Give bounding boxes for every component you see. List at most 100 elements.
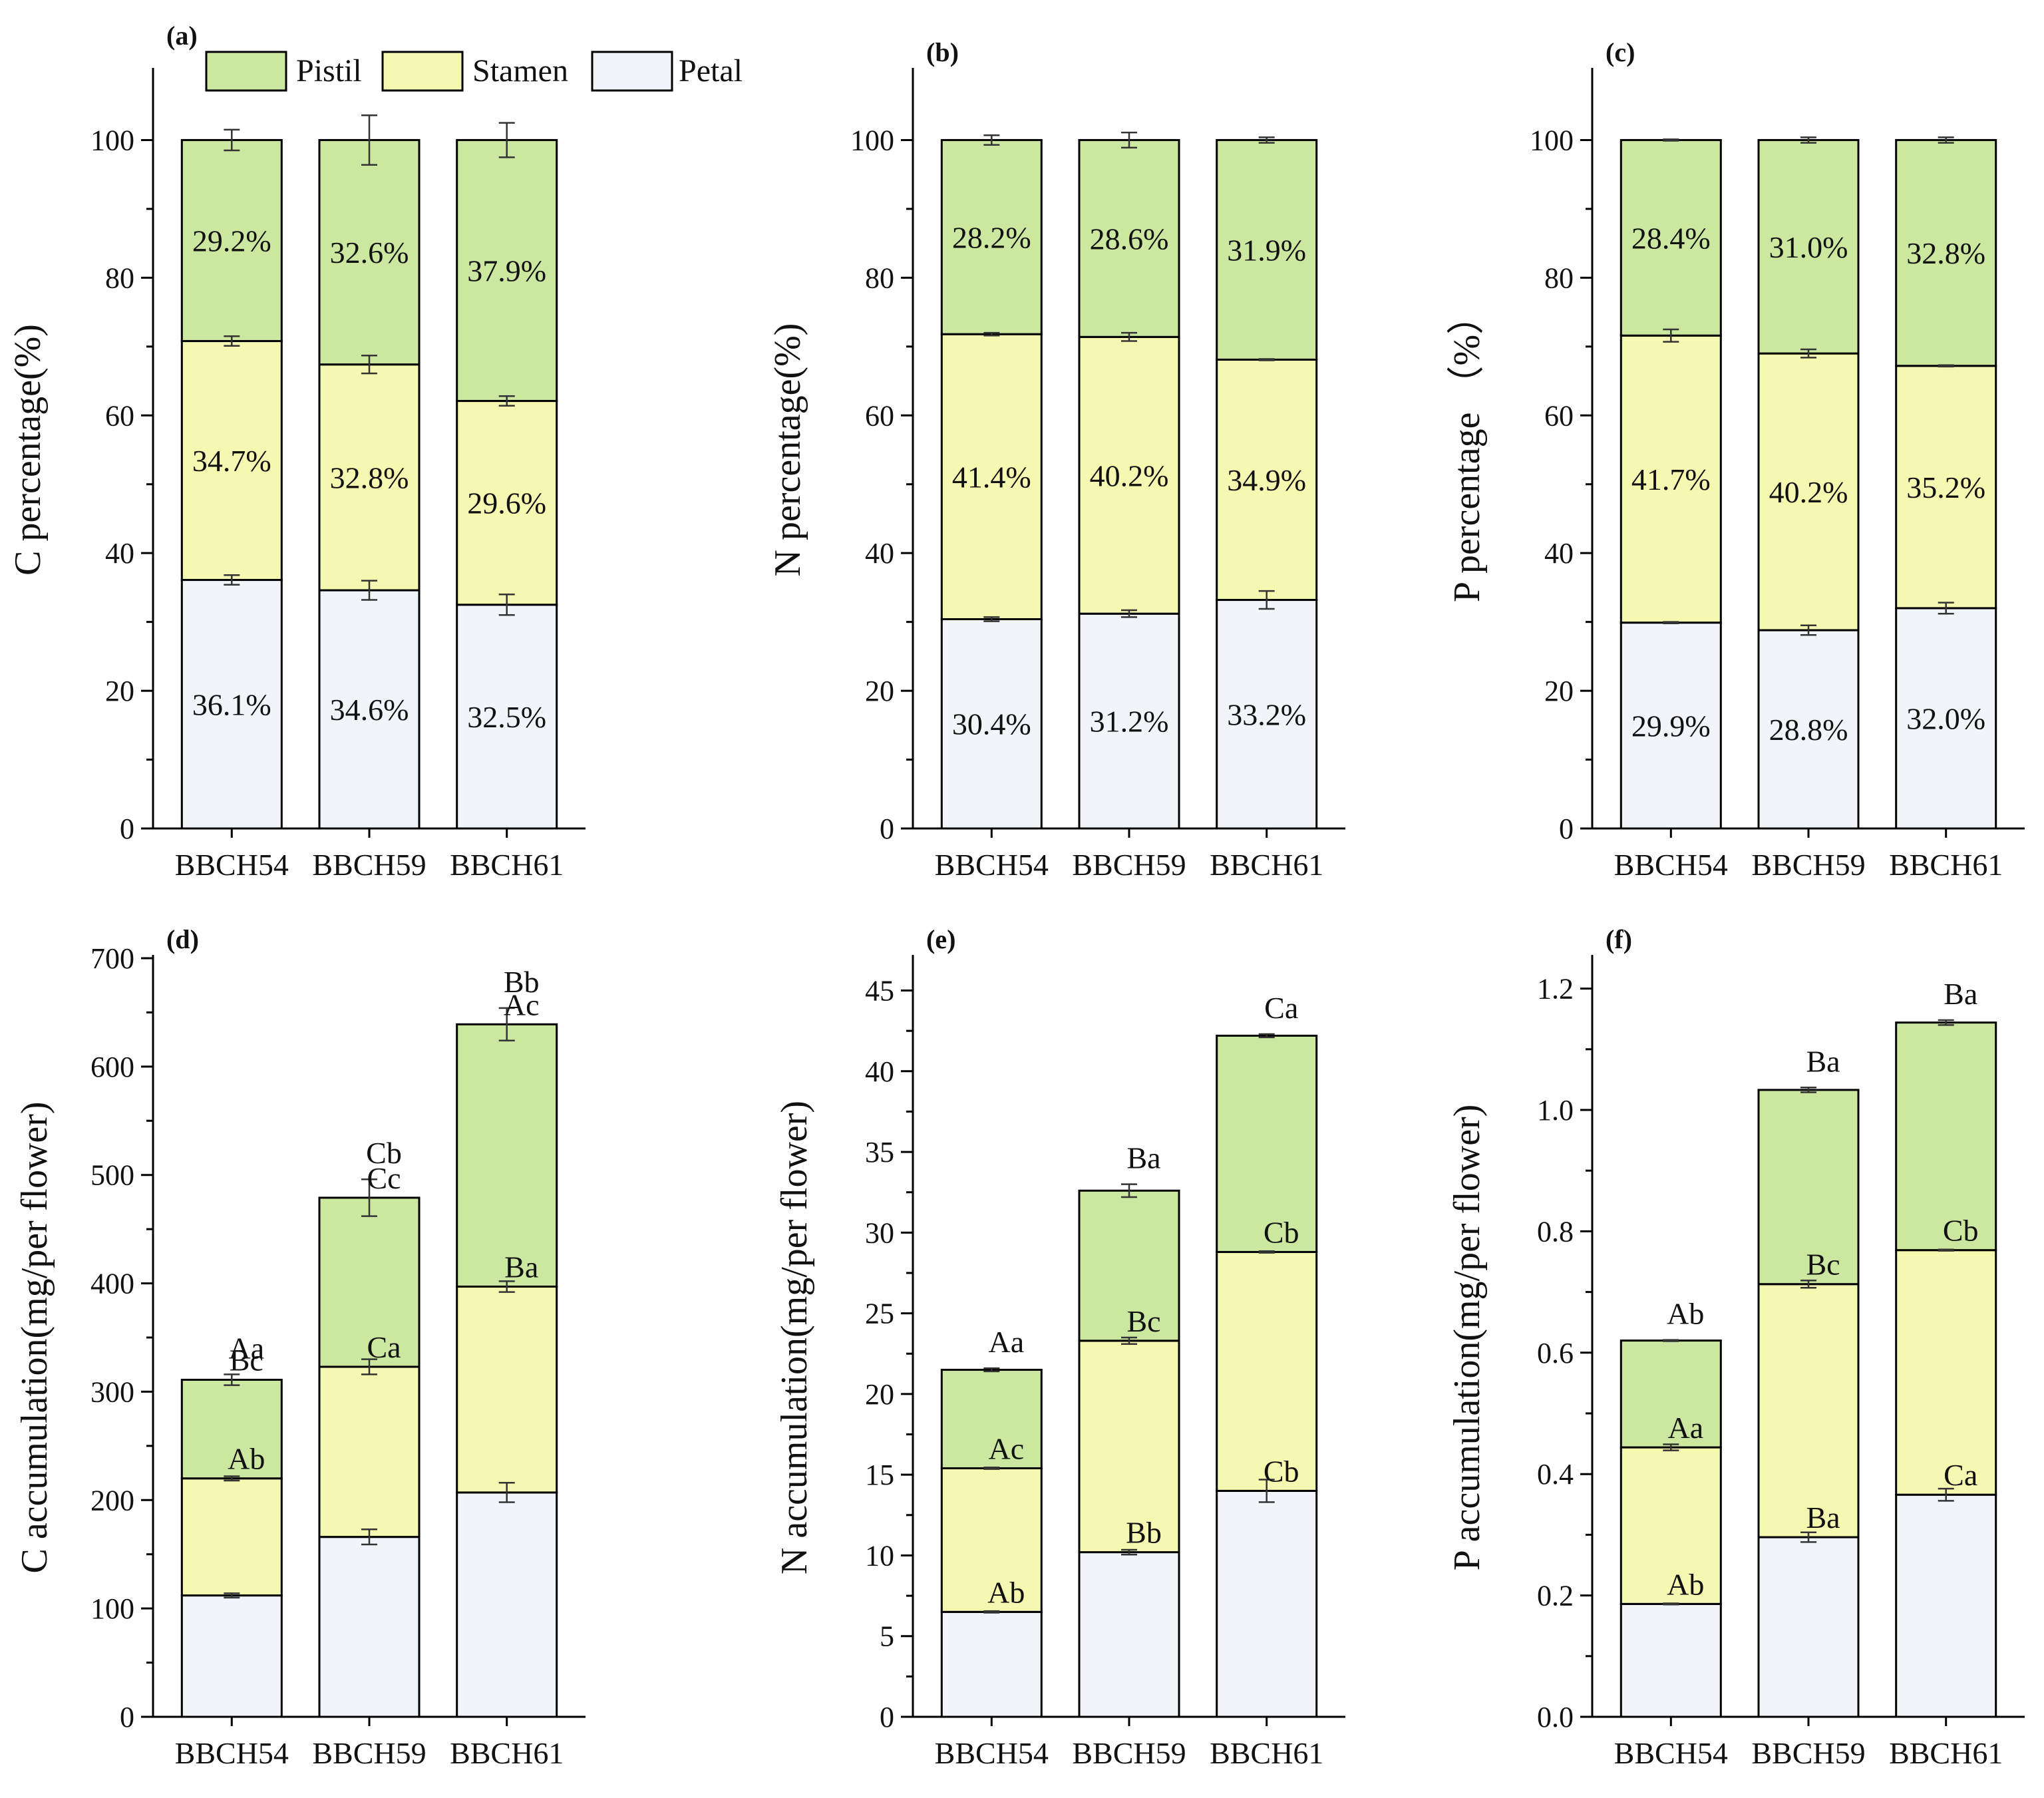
x-tick-label: BBCH54 <box>935 1736 1049 1770</box>
y-tick-label: 25 <box>865 1298 894 1330</box>
segment-data-label: 31.2% <box>1090 705 1169 739</box>
bar-segment-stamen <box>1619 1446 1722 1605</box>
bar-segment-stamen <box>1078 335 1180 615</box>
chart-panel-f: 0.0 0.2 0.4 0.6 0.8 1.0 1.2 P accumulation(mg/p… <box>1447 924 2025 1770</box>
segment-significance-label: Ba <box>504 1250 538 1284</box>
y-tick-label: 400 <box>90 1268 134 1300</box>
x-tick-label: BBCH54 <box>175 1736 289 1770</box>
y-tick-label: 40 <box>1544 537 1574 570</box>
segment-significance-label: Cb <box>1943 1214 1979 1248</box>
legend: Pistil Stamen Petal <box>205 51 743 92</box>
y-tick-label: 100 <box>90 1592 134 1625</box>
bar-segment-petal <box>318 1536 421 1718</box>
total-significance-label: Ba <box>1944 977 1977 1011</box>
segment-significance-label: Ac <box>988 1431 1024 1465</box>
y-tick-label: 0.8 <box>1537 1215 1574 1248</box>
y-axis-title: P accumulation(mg/per flower) <box>1447 1105 1488 1571</box>
y-tick-label: 700 <box>90 942 134 975</box>
y-tick-label: 20 <box>865 675 894 707</box>
bar-segment-petal <box>1619 1602 1722 1718</box>
y-axis-title: C accumulation(mg/per flower) <box>14 1101 55 1573</box>
segment-data-label: 33.2% <box>1227 697 1306 731</box>
segment-data-label: 32.8% <box>1906 236 1985 270</box>
total-significance-label: Aa <box>228 1331 264 1365</box>
total-significance-label: Aa <box>988 1325 1024 1359</box>
segment-significance-label: Ab <box>1667 1567 1704 1601</box>
bar-segment-petal <box>1078 1551 1180 1718</box>
bar-segment-pistil <box>1078 1189 1180 1342</box>
bar-segment-stamen <box>1757 1283 1860 1538</box>
segment-data-label: 28.8% <box>1769 713 1848 747</box>
bar-segment-petal <box>1895 607 1997 830</box>
legend-swatch-pistil <box>205 51 287 92</box>
panel-label: (f) <box>1606 924 1632 954</box>
bar-segment-pistil <box>1216 138 1318 361</box>
y-tick-label: 600 <box>90 1051 134 1083</box>
bar-segment-petal <box>1216 599 1318 830</box>
segment-significance-label: Ca <box>1944 1458 1977 1492</box>
legend-label-pistil: Pistil <box>296 53 362 89</box>
x-tick-label: BBCH59 <box>312 1736 426 1770</box>
bar-segment-petal <box>1619 622 1722 830</box>
y-tick-label: 20 <box>105 675 134 707</box>
y-tick-label: 10 <box>865 1539 894 1572</box>
segment-significance-label: Ac <box>504 988 540 1021</box>
segment-data-label: 32.6% <box>330 236 409 270</box>
y-axis-title: N accumulation(mg/per flower) <box>774 1101 815 1574</box>
y-tick-label: 80 <box>1544 262 1574 294</box>
bar-segment-petal <box>940 618 1043 830</box>
segment-data-label: 37.9% <box>467 254 546 288</box>
y-tick-label: 60 <box>865 399 894 432</box>
x-tick-label: BBCH61 <box>450 1736 564 1770</box>
x-tick-label: BBCH54 <box>1614 848 1728 882</box>
y-tick-label: 0 <box>120 812 134 845</box>
y-tick-label: 1.0 <box>1537 1094 1574 1127</box>
bar-segment-petal <box>940 1610 1043 1718</box>
chart-panel-d: 0 100 200 300 400 500 600 700 C accumulation(mg/… <box>14 924 586 1770</box>
bar-segment-stamen <box>940 1467 1043 1613</box>
total-significance-label: Ba <box>1126 1141 1160 1175</box>
chart-panel-b: 0 20 40 60 80 100 N percentage(%) (b) BBCH54 30.4… <box>767 37 1345 882</box>
segment-significance-label: Bb <box>1126 1516 1162 1550</box>
bar-segment-pistil <box>1216 1034 1318 1253</box>
x-tick-label: BBCH61 <box>1889 1736 2003 1770</box>
x-tick-label: BBCH59 <box>1072 848 1186 882</box>
x-tick-label: BBCH54 <box>1614 1736 1728 1770</box>
bar-segment-pistil <box>940 1369 1043 1469</box>
segment-data-label: 28.4% <box>1631 221 1711 255</box>
x-tick-label: BBCH61 <box>450 848 564 882</box>
segment-data-label: 31.0% <box>1769 230 1848 264</box>
panel-label: (a) <box>166 21 198 51</box>
y-tick-label: 40 <box>865 537 894 570</box>
x-tick-label: BBCH59 <box>1072 1736 1186 1770</box>
bar-segment-stamen <box>1216 358 1318 602</box>
y-axis-title: N percentage(%) <box>767 323 808 577</box>
bar-segment-pistil <box>940 138 1043 335</box>
bar-segment-petal <box>1216 1489 1318 1718</box>
bar-segment-stamen <box>180 1477 283 1597</box>
y-tick-label: 1.2 <box>1537 973 1574 1005</box>
panel-label: (c) <box>1606 37 1635 67</box>
bar-segment-stamen <box>456 1285 558 1494</box>
total-significance-label: Ba <box>1806 1044 1840 1078</box>
bar-segment-stamen <box>1757 352 1860 631</box>
y-tick-label: 40 <box>105 537 134 570</box>
segment-significance-label: Ab <box>228 1442 265 1476</box>
bar-segment-petal <box>1895 1493 1997 1718</box>
segment-data-label: 32.0% <box>1906 701 1985 735</box>
y-tick-label: 100 <box>850 124 894 156</box>
y-tick-label: 40 <box>865 1055 894 1088</box>
y-tick-label: 0.4 <box>1537 1458 1574 1491</box>
x-tick-label: BBCH61 <box>1210 848 1323 882</box>
segment-significance-label: Aa <box>1667 1411 1703 1445</box>
y-tick-label: 100 <box>1530 124 1574 156</box>
y-tick-label: 20 <box>1544 675 1574 707</box>
segment-data-label: 41.7% <box>1631 462 1711 496</box>
y-tick-label: 0.2 <box>1537 1580 1574 1612</box>
bar-segment-pistil <box>1757 1089 1860 1286</box>
segment-data-label: 30.4% <box>952 707 1031 741</box>
bar-segment-petal <box>456 1491 558 1718</box>
bar-segment-pistil <box>1895 138 1997 367</box>
bar-segment-stamen <box>318 1365 421 1538</box>
